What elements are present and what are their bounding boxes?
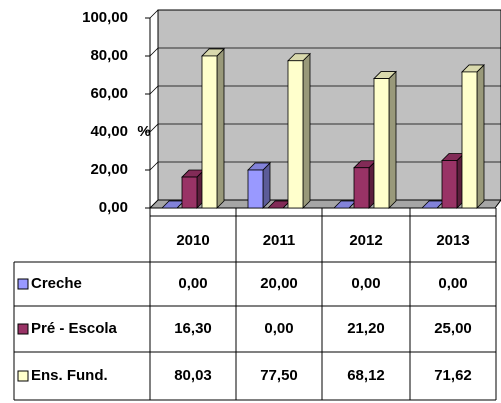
bar-front [353, 167, 370, 209]
bar [287, 52, 311, 209]
bar-side [388, 70, 397, 209]
grid-line [149, 9, 501, 19]
table-value: 0,00 [178, 275, 207, 292]
legend-key [17, 278, 29, 290]
y-tick-label: 40,00 [90, 123, 128, 140]
column-header: 2013 [436, 232, 469, 249]
column-header: 2011 [263, 232, 296, 249]
table-value: 80,03 [174, 367, 212, 384]
bar [441, 152, 465, 209]
legend-key [17, 323, 29, 335]
y-tick-label: 60,00 [90, 85, 128, 102]
table-value: 0,00 [351, 275, 380, 292]
bar-side [476, 63, 485, 209]
grid-line [149, 47, 501, 57]
legend-label: Creche [31, 275, 82, 292]
y-tick-label: 20,00 [90, 161, 128, 178]
bar-front [441, 160, 458, 209]
legend-label: Pré - Escola [31, 320, 118, 337]
table-value: 71,62 [434, 367, 472, 384]
bar-front [181, 176, 198, 209]
table-value: 16,30 [174, 320, 212, 337]
bar-side [262, 162, 271, 209]
bar-front [287, 60, 304, 209]
y-axis-label: % [137, 123, 150, 140]
bar-side [216, 47, 225, 209]
table-value: 0,00 [264, 320, 293, 337]
bar-side [302, 52, 311, 209]
bar-front [201, 55, 218, 209]
y-tick-label: 80,00 [90, 47, 128, 64]
bar [181, 169, 205, 209]
legend-key [17, 370, 29, 382]
y-tick-label: 100,00 [82, 9, 128, 26]
bar-front [461, 71, 478, 209]
bar [201, 47, 225, 209]
table-value: 68,12 [347, 367, 385, 384]
y-tick-label: 0,00 [99, 199, 128, 216]
table-value: 77,50 [260, 367, 298, 384]
bar-front [247, 169, 264, 209]
bar [353, 159, 377, 209]
table-value: 0,00 [438, 275, 467, 292]
column-header: 2012 [349, 232, 382, 249]
bar [373, 70, 397, 209]
table-value: 25,00 [434, 320, 472, 337]
legend-label: Ens. Fund. [31, 367, 108, 384]
bar [247, 162, 271, 209]
column-header: 2010 [176, 232, 209, 249]
table-value: 21,20 [347, 320, 385, 337]
bar [461, 63, 485, 209]
bar-front [373, 78, 390, 209]
table-value: 20,00 [260, 275, 298, 292]
